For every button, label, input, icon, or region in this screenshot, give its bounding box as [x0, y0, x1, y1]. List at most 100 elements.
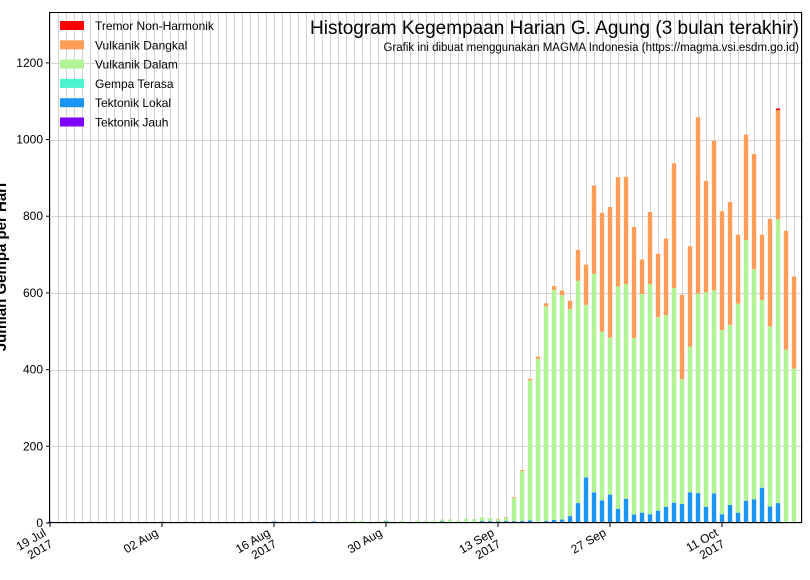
bar-segment-vulkanik-dangkal	[711, 140, 717, 291]
bar-segment-vulkanik-dalam	[631, 338, 637, 515]
bar-segment-vulkanik-dangkal	[567, 300, 573, 310]
bar-segment-vulkanik-dalam	[471, 519, 477, 522]
bar-segment-vulkanik-dalam	[455, 520, 461, 522]
bar-segment-vulkanik-dangkal	[759, 234, 765, 300]
bar-segment-tektonik-lokal	[775, 503, 781, 523]
bar-segment-vulkanik-dangkal	[671, 163, 677, 288]
chart-title: Histogram Kegempaan Harian G. Agung (3 b…	[310, 18, 799, 39]
bar-segment-vulkanik-dangkal	[591, 185, 597, 274]
bar-segment-tektonik-lokal	[687, 492, 693, 523]
bar-segment-vulkanik-dalam	[535, 358, 541, 522]
bar-segment-vulkanik-dalam	[375, 521, 381, 522]
bar-segment-tektonik-lokal	[479, 521, 485, 523]
chart-subtitle: Grafik ini dibuat menggunakan MAGMA Indo…	[384, 42, 800, 54]
bar-segment-vulkanik-dangkal	[719, 211, 725, 331]
bar-segment-vulkanik-dangkal	[767, 218, 773, 327]
bar-segment-vulkanik-dalam	[543, 306, 549, 522]
bar-segment-vulkanik-dalam	[527, 380, 533, 521]
bar-segment-vulkanik-dalam	[383, 520, 389, 522]
bar-segment-vulkanik-dangkal	[735, 234, 741, 304]
bar-segment-vulkanik-dalam	[351, 521, 357, 522]
bar-segment-tektonik-lokal	[383, 521, 389, 523]
bar-segment-vulkanik-dalam	[663, 315, 669, 507]
bar-segment-vulkanik-dangkal	[495, 518, 501, 520]
bar-segment-vulkanik-dalam	[711, 290, 717, 494]
bar-segment-tektonik-lokal	[679, 503, 685, 523]
bar-segment-tektonik-lokal	[567, 516, 573, 523]
bar-segment-vulkanik-dalam	[655, 317, 661, 511]
bar-segment-vulkanik-dalam	[647, 284, 653, 515]
bar-segment-vulkanik-dangkal	[703, 180, 709, 293]
bar-segment-vulkanik-dalam	[735, 303, 741, 513]
bar-segment-vulkanik-dangkal	[607, 207, 613, 338]
bar-segment-vulkanik-dalam	[335, 521, 341, 522]
bar-segment-tektonik-lokal	[527, 520, 533, 523]
bar-segment-vulkanik-dangkal	[511, 497, 517, 499]
bar-segment-vulkanik-dangkal	[583, 264, 589, 305]
bar-segment-tektonik-lokal	[511, 521, 517, 522]
y-axis-label: Jumlah Gempa per Hari	[0, 183, 10, 351]
bar-segment-vulkanik-dalam	[727, 324, 733, 505]
bar-segment-vulkanik-dangkal	[559, 290, 565, 296]
bar-segment-tektonik-lokal	[575, 503, 581, 523]
bar-segment-vulkanik-dangkal	[503, 516, 509, 518]
bar-segment-tektonik-lokal	[735, 512, 741, 523]
bar-segment-vulkanik-dalam	[767, 326, 773, 507]
bar-segment-tektonik-lokal	[519, 521, 525, 523]
bar-segment-tektonik-lokal	[695, 493, 701, 522]
bar-segment-tektonik-lokal	[639, 512, 645, 523]
bar-segment-vulkanik-dangkal	[663, 238, 669, 316]
y-axis: 0 200 400 600 800 1000 1200	[16, 56, 50, 530]
bar-segment-vulkanik-dalam	[751, 269, 757, 500]
bar-segment-vulkanik-dangkal	[679, 294, 685, 380]
plot-frame	[49, 12, 802, 523]
bar-segment-vulkanik-dalam	[783, 349, 789, 523]
bar-segment-vulkanik-dalam	[703, 292, 709, 507]
legend-swatch	[60, 59, 84, 69]
legend-label: Vulkanik Dangkal	[95, 38, 187, 52]
bar-segment-vulkanik-dalam	[719, 330, 725, 515]
bar-segment-vulkanik-dalam	[415, 520, 421, 522]
y-tick-label: 600	[23, 286, 43, 300]
bar-segment-vulkanik-dalam	[447, 519, 453, 522]
bar-segment-tektonik-lokal	[551, 519, 557, 523]
y-tick-label: 200	[23, 439, 43, 453]
bar-segment-tektonik-lokal	[271, 521, 277, 522]
bar-segment-tektonik-lokal	[607, 494, 613, 523]
bar-segment-vulkanik-dangkal	[575, 249, 581, 281]
bar-segment-tremor-non-harmonik	[775, 108, 781, 111]
legend-label: Tremor Non-Harmonik	[95, 19, 215, 33]
bar-segment-tektonik-lokal	[751, 499, 757, 523]
bar-segment-vulkanik-dalam	[567, 309, 573, 517]
legend-label: Gempa Terasa	[95, 77, 174, 91]
bar-segment-tektonik-lokal	[439, 521, 445, 523]
bar-segment-tektonik-lokal	[711, 493, 717, 523]
legend-swatch	[60, 78, 84, 88]
bar-segment-tektonik-lokal	[623, 498, 629, 522]
bar-segment-vulkanik-dalam	[439, 519, 445, 522]
bar-segment-tektonik-lokal	[703, 506, 709, 523]
bar-segment-vulkanik-dangkal	[543, 303, 549, 307]
bar-segment-vulkanik-dalam	[423, 521, 429, 522]
bar-segment-vulkanik-dangkal	[751, 154, 757, 270]
legend-swatch	[60, 21, 84, 30]
bar-segment-tektonik-lokal	[655, 510, 661, 523]
bar-segment-tektonik-lokal	[583, 477, 589, 523]
bar-segment-tektonik-lokal	[599, 500, 605, 522]
bar-segment-vulkanik-dalam	[687, 346, 693, 493]
bar-segment-vulkanik-dangkal	[743, 134, 749, 241]
bar-segment-vulkanik-dalam	[583, 304, 589, 478]
bar-segment-vulkanik-dangkal	[639, 259, 645, 295]
bar-segment-tektonik-lokal	[495, 521, 501, 523]
bar-segment-tektonik-lokal	[487, 521, 493, 522]
bar-segment-vulkanik-dangkal	[623, 176, 629, 285]
bar-segment-vulkanik-dalam	[623, 284, 629, 499]
bar-segment-vulkanik-dalam	[463, 518, 469, 522]
bar-segment-vulkanik-dangkal	[775, 110, 781, 220]
bar-segment-vulkanik-dangkal	[599, 212, 605, 332]
bar-segment-vulkanik-dalam	[503, 517, 509, 522]
legend-swatch	[60, 40, 84, 50]
bar-segment-tektonik-lokal	[503, 521, 509, 523]
bar-segment-tektonik-lokal	[759, 487, 765, 523]
